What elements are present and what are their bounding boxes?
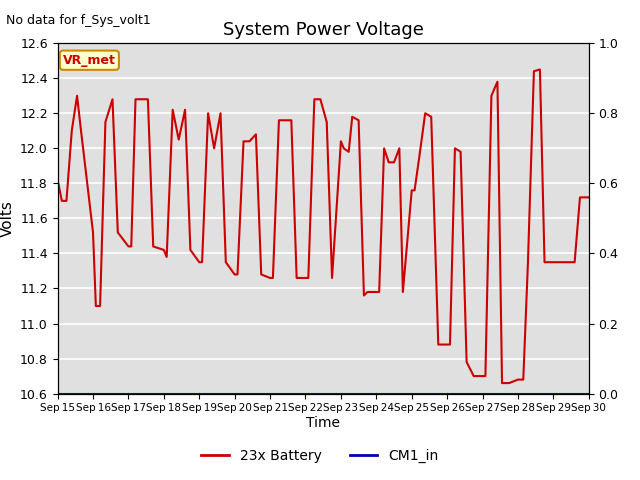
Text: VR_met: VR_met — [63, 54, 116, 67]
Legend: 23x Battery, CM1_in: 23x Battery, CM1_in — [196, 443, 444, 468]
Y-axis label: Volts: Volts — [0, 200, 15, 237]
Title: System Power Voltage: System Power Voltage — [223, 21, 424, 39]
X-axis label: Time: Time — [306, 416, 340, 430]
Text: No data for f_Sys_volt1: No data for f_Sys_volt1 — [6, 14, 151, 27]
